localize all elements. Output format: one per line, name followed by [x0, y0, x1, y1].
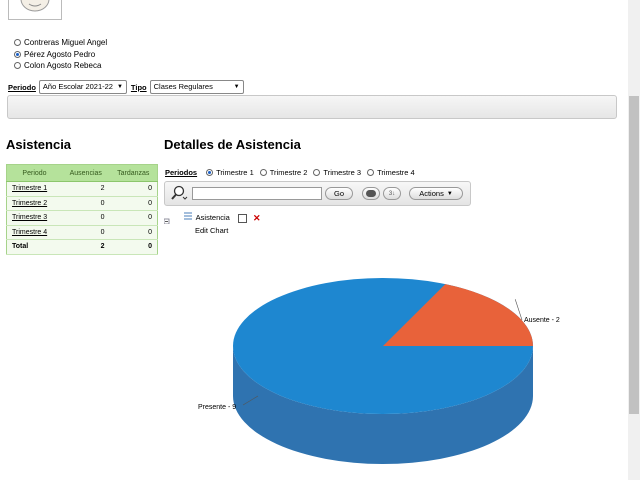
scrollbar-thumb[interactable] [629, 96, 639, 414]
details-title: Detalles de Asistencia [164, 137, 301, 152]
tardies-cell: 0 [109, 225, 158, 240]
table-row: Trimestre 3 0 0 [6, 210, 158, 226]
slice-label-present: Presente - 9 [198, 404, 236, 411]
periods-label: Periodos [165, 168, 198, 177]
radio-button[interactable] [14, 39, 21, 47]
student-name: Colon Agosto Rebeca [24, 61, 102, 71]
list-view-icon [366, 190, 376, 197]
period-link[interactable]: Trimestre 3 [6, 210, 62, 226]
student-avatar-icon [20, 0, 50, 12]
period-option-label[interactable]: Trimestre 2 [269, 168, 308, 177]
tardies-cell: 0 [109, 196, 158, 211]
period-select[interactable]: Año Escolar 2021-22 ▼ [38, 80, 127, 94]
actions-label: Actions [419, 189, 444, 198]
chevron-down-icon: ▼ [233, 84, 240, 90]
period-option-label[interactable]: Trimestre 4 [377, 168, 415, 177]
table-row: Trimestre 2 0 0 [6, 196, 158, 211]
actions-button[interactable]: Actions ▼ [409, 187, 463, 200]
pie-side [233, 346, 533, 464]
report-view-icon: 3↓ [388, 190, 396, 197]
report-row: Asistencia ✕ Edit Chart [163, 212, 261, 235]
label-leader-present [242, 395, 259, 406]
slice-label-absent: Ausente - 2 [524, 317, 560, 324]
total-row: Total 2 0 [6, 239, 158, 255]
absences-cell: 0 [62, 210, 110, 226]
tree-icon [163, 212, 192, 225]
absences-cell: 0 [62, 225, 110, 240]
period-link[interactable]: Trimestre 1 [6, 181, 62, 197]
radio-button[interactable] [14, 50, 21, 58]
period-link[interactable]: Trimestre 2 [6, 196, 62, 211]
total-label: Total [6, 239, 62, 255]
report-search-bar: Go 3↓ Actions ▼ [164, 181, 471, 206]
period-link[interactable]: Trimestre 4 [6, 225, 62, 240]
label-leader-absent [514, 299, 523, 321]
table-row: Trimestre 1 2 0 [6, 181, 158, 197]
absences-cell: 2 [62, 181, 110, 197]
tardies-cell: 0 [109, 181, 158, 197]
delete-icon[interactable]: ✕ [253, 212, 261, 223]
period-option-label[interactable]: Trimestre 1 [216, 168, 254, 177]
radio-button[interactable] [313, 169, 321, 176]
chevron-down-icon: ▼ [116, 84, 123, 90]
student-photo [8, 0, 62, 20]
go-button[interactable]: Go [325, 187, 353, 200]
report-label: Asistencia [195, 212, 230, 222]
attendance-table: Periodo Ausencias Tardanzas Trimestre 1 … [6, 164, 158, 255]
column-header: Periodo [6, 164, 62, 182]
filter-bar: Periodo Año Escolar 2021-22 ▼ Tipo Clase… [8, 80, 248, 94]
periods-selector: Periodos Trimestre 1 Trimestre 2 Trimest… [165, 168, 415, 177]
view-icons-button[interactable] [362, 187, 380, 200]
column-header: Ausencias [62, 164, 110, 182]
type-select-value: Clases Regulares [153, 82, 213, 91]
radio-button[interactable] [206, 169, 214, 176]
student-name: Contreras Miguel Angel [24, 38, 108, 48]
type-label[interactable]: Tipo [130, 82, 147, 92]
student-option[interactable]: Colon Agosto Rebeca [14, 60, 107, 72]
attendance-title: Asistencia [6, 137, 72, 152]
period-option-label[interactable]: Trimestre 3 [323, 168, 362, 177]
total-tardies: 0 [109, 239, 158, 255]
radio-button[interactable] [259, 169, 267, 176]
type-select[interactable]: Clases Regulares ▼ [149, 80, 244, 94]
total-absences: 2 [62, 239, 110, 255]
period-label[interactable]: Periodo [8, 82, 36, 92]
page-scrollbar[interactable] [628, 0, 640, 480]
empty-panel [7, 95, 617, 119]
absences-cell: 0 [62, 196, 110, 211]
student-option[interactable]: Contreras Miguel Angel [14, 37, 107, 49]
student-name: Pérez Agosto Pedro [24, 49, 96, 59]
student-option[interactable]: Pérez Agosto Pedro [14, 49, 107, 61]
radio-button[interactable] [367, 169, 375, 176]
search-input[interactable] [192, 187, 322, 200]
column-header: Tardanzas [109, 164, 158, 182]
radio-button[interactable] [14, 62, 21, 70]
tardies-cell: 0 [109, 210, 158, 226]
report-checkbox[interactable] [237, 213, 247, 223]
view-report-button[interactable]: 3↓ [383, 187, 401, 200]
period-select-value: Año Escolar 2021-22 [42, 82, 113, 91]
student-selector: Contreras Miguel Angel Pérez Agosto Pedr… [14, 37, 107, 72]
search-icon[interactable] [170, 185, 188, 201]
pie-slice-absent [383, 284, 533, 346]
table-row: Trimestre 4 0 0 [6, 225, 158, 240]
chevron-down-icon: ▼ [446, 190, 453, 197]
edit-chart-link[interactable]: Edit Chart [195, 226, 229, 235]
